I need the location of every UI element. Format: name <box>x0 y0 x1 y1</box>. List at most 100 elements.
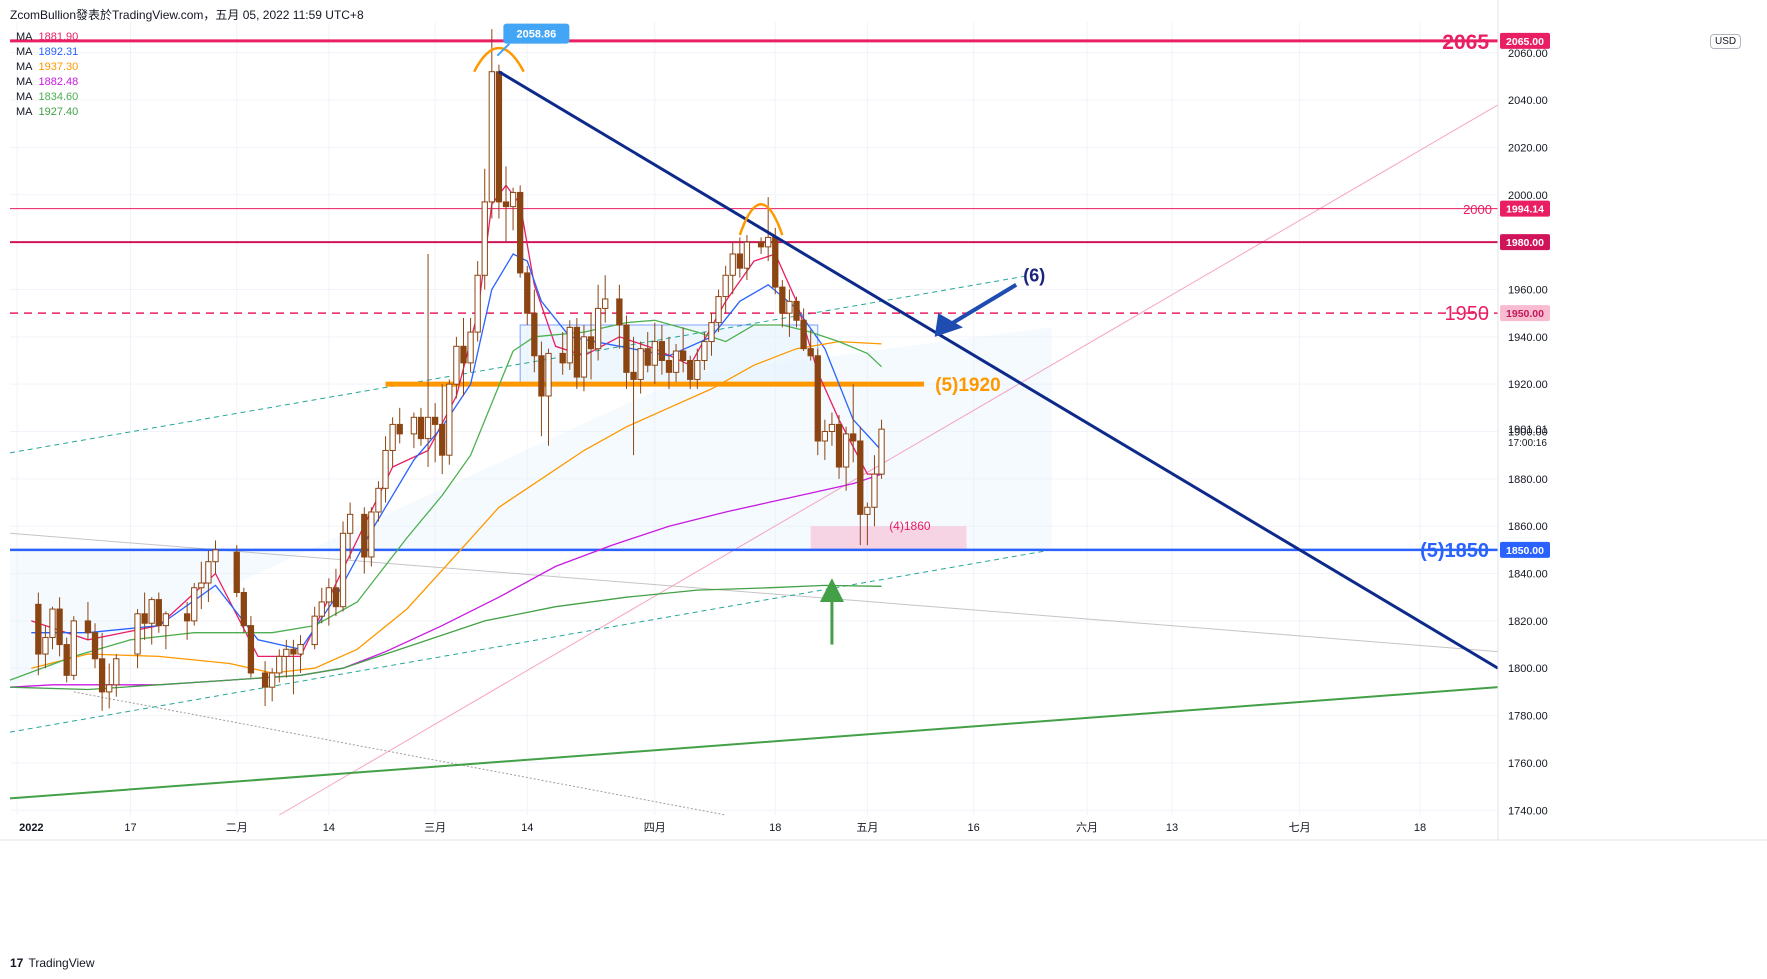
trend-line-dotted <box>73 691 726 816</box>
level-label: 2065 <box>1442 31 1489 54</box>
candle-body <box>261 672 269 688</box>
ma-legend-row[interactable]: MA 1927.40 <box>16 106 79 118</box>
wave-label: (6) <box>1023 265 1045 285</box>
candle-body <box>98 658 106 693</box>
candle-body <box>743 241 751 269</box>
candle-body <box>765 236 772 248</box>
candle-body <box>736 253 743 269</box>
time-tick-label: 13 <box>1166 822 1178 834</box>
candle-body <box>559 352 566 364</box>
candle-body <box>233 551 240 593</box>
candle-body <box>113 658 120 686</box>
price-badge <box>1500 32 1550 49</box>
candle-body <box>325 587 333 603</box>
price-badge <box>1500 541 1550 558</box>
price-tick-label: 1780.00 <box>1508 711 1548 723</box>
candle-body <box>453 345 460 385</box>
price-tick-label: 1760.00 <box>1508 758 1548 770</box>
candle-body <box>339 532 347 608</box>
level-label: (5)1850 <box>1420 540 1489 562</box>
peak-pointer <box>496 42 511 57</box>
price-tick-label: 1840.00 <box>1508 569 1548 581</box>
candle-body <box>134 613 141 655</box>
candle-body <box>346 513 354 534</box>
candle-body <box>786 300 793 314</box>
last-price-label: 1901.01 <box>1508 424 1548 436</box>
candle-body <box>800 319 807 350</box>
ma-legend-row[interactable]: MA 1881.90 <box>16 31 79 43</box>
candle-body <box>623 324 630 373</box>
ma-value: 1937.30 <box>38 61 79 73</box>
candle-body <box>857 440 864 515</box>
time-tick-label: 六月 <box>1076 821 1098 834</box>
price-tick-label: 1920.00 <box>1508 379 1548 391</box>
ma-legend-row[interactable]: MA 1892.31 <box>16 46 79 58</box>
ma-value: 1882.48 <box>38 76 79 88</box>
candle-body <box>84 620 92 634</box>
candle-body <box>531 312 538 357</box>
candle-body <box>488 71 495 203</box>
candle-body <box>460 345 467 364</box>
candle-body <box>757 241 765 248</box>
candle-body <box>665 360 673 373</box>
candle-body <box>814 355 821 442</box>
candle-body <box>446 383 453 456</box>
ma-legend-row[interactable]: MA 1937.30 <box>16 61 79 73</box>
candle-body <box>637 348 644 380</box>
candle-body <box>474 274 481 333</box>
candle-body <box>779 286 786 314</box>
ma-legend-row[interactable]: MA 1834.60 <box>16 91 79 103</box>
candle-body <box>191 587 198 622</box>
candle-body <box>793 300 800 321</box>
candle-body <box>538 355 545 397</box>
price-badge <box>1500 200 1550 217</box>
time-tick-label: 14 <box>521 822 533 834</box>
arrow-shaft <box>944 283 1018 330</box>
tradingview-footer[interactable]: 17 TradingView <box>10 956 95 970</box>
publisher-text: ZcomBullion發表於TradingView.com <box>10 8 204 22</box>
ma-legend-row[interactable]: MA 1882.48 <box>16 76 79 88</box>
trend-line-grey <box>9 532 1499 653</box>
arrow-icon <box>934 313 964 337</box>
candle-body <box>821 431 829 442</box>
candle-body <box>772 236 779 288</box>
trend-line-pink <box>279 104 1499 816</box>
price-tick-label: 1740.00 <box>1508 805 1548 817</box>
candlesticks <box>35 29 885 711</box>
candle-body <box>431 416 439 425</box>
candle-body <box>247 625 255 674</box>
bar-countdown: 17:00:16 <box>1508 438 1547 449</box>
brand-name: TradingView <box>28 956 95 970</box>
top-arc-april <box>738 203 784 236</box>
candle-body <box>701 341 708 362</box>
candle-body <box>382 449 389 489</box>
currency-button[interactable]: USD <box>1710 34 1742 49</box>
time-tick-label: 14 <box>323 822 335 834</box>
price-axis[interactable]: 1740.00 1760.00 1780.00 1800.00 1820.00 1840.… <box>1497 0 1550 840</box>
ma-line <box>31 340 882 674</box>
time-axis[interactable]: 2022 17 二月 14 三月 14 四月 18 五月 16 六月 13 七月 18 <box>0 821 1767 841</box>
candle-body <box>835 423 843 468</box>
ma-legend[interactable]: MA 1881.90 MA 1892.31 MA 1937.30 MA 1882.48 … <box>16 30 78 120</box>
time-tick-label: 七月 <box>1289 821 1311 834</box>
candle-body <box>240 591 247 627</box>
peak-label: 2058.86 <box>516 29 556 41</box>
candle-body <box>290 648 297 655</box>
candle-body <box>283 648 290 657</box>
ma-value: 1892.31 <box>38 46 79 58</box>
candle-body <box>91 632 99 660</box>
price-tick-label: 2060.00 <box>1508 48 1548 60</box>
price-badge-label: 1950.00 <box>1506 308 1544 320</box>
price-tick-label: 2000.00 <box>1508 190 1548 202</box>
candle-body <box>502 201 510 208</box>
candle-body <box>580 336 588 378</box>
candle-body <box>672 350 680 373</box>
candle-body <box>318 601 325 617</box>
candle-body <box>56 608 63 646</box>
time-tick-label: 三月 <box>424 822 446 834</box>
candle-body <box>644 348 651 366</box>
candle-body <box>807 348 814 357</box>
candle-body <box>658 341 666 362</box>
zone-label: (4)1860 <box>889 519 931 533</box>
